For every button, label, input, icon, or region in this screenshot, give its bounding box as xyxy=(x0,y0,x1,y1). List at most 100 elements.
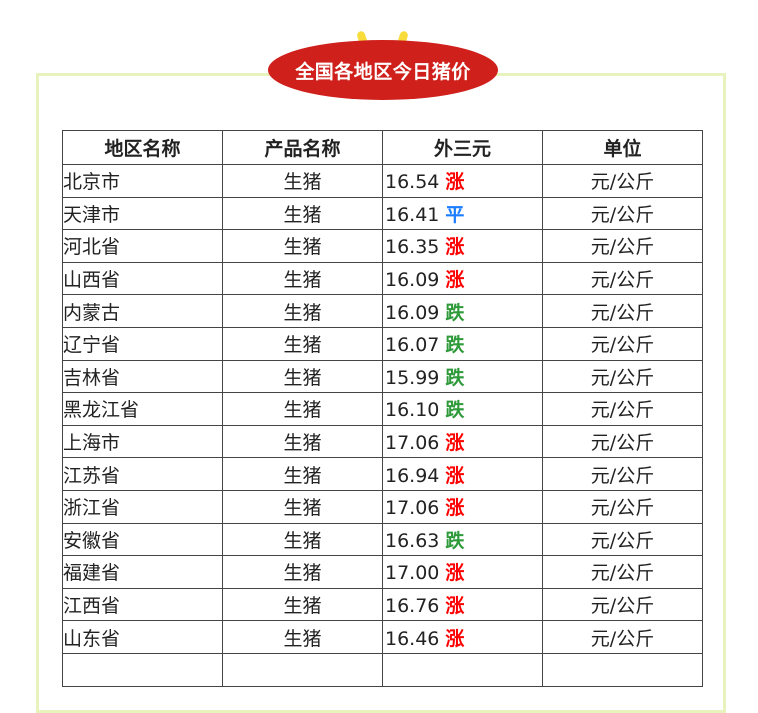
region-cell: 河北省 xyxy=(62,229,223,263)
unit-cell: 元/公斤 xyxy=(542,587,703,622)
unit-cell: 元/公斤 xyxy=(542,522,703,557)
trend-label: 平 xyxy=(445,203,465,226)
price-cell: 16.07 跌 xyxy=(382,326,543,361)
product-cell: 生猪 xyxy=(222,294,383,328)
unit-cell: 元/公斤 xyxy=(542,294,703,328)
trend-label: 涨 xyxy=(445,464,465,487)
region-cell: 天津市 xyxy=(62,196,223,231)
table-row: 河北省 生猪 16.35 涨元/公斤 xyxy=(62,229,703,263)
table-row: 黑龙江省 生猪 16.10 跌元/公斤 xyxy=(62,392,703,426)
price-value: 16.46 xyxy=(385,627,440,650)
table-row: 安徽省 生猪 16.63 跌元/公斤 xyxy=(62,522,703,557)
trend-label: 跌 xyxy=(445,529,465,552)
price-value: 16.10 xyxy=(385,399,440,422)
price-cell: 16.09 涨 xyxy=(382,261,543,296)
price-cell: 17.00 涨 xyxy=(382,555,543,589)
trend-label: 涨 xyxy=(445,269,465,292)
table-header-row: 地区名称 产品名称 外三元 单位 xyxy=(62,130,703,165)
region-cell: 上海市 xyxy=(62,424,223,459)
unit-cell: 元/公斤 xyxy=(542,555,703,589)
unit-cell: 元/公斤 xyxy=(542,359,703,394)
trend-label: 涨 xyxy=(445,236,465,259)
table-row: 上海市 生猪 17.06 涨元/公斤 xyxy=(62,424,703,459)
price-value: 15.99 xyxy=(385,366,440,389)
unit-cell: 元/公斤 xyxy=(542,261,703,296)
region-cell: 福建省 xyxy=(62,555,223,589)
table-row: 内蒙古 生猪 16.09 跌元/公斤 xyxy=(62,294,703,328)
price-value: 17.06 xyxy=(385,432,440,455)
unit-cell: 元/公斤 xyxy=(542,489,703,524)
product-cell: 生猪 xyxy=(222,261,383,296)
price-value: 17.00 xyxy=(385,562,440,585)
region-cell: 吉林省 xyxy=(62,359,223,394)
price-cell: 16.10 跌 xyxy=(382,392,543,426)
trend-label: 涨 xyxy=(445,595,465,618)
price-table: 地区名称 产品名称 外三元 单位 北京市 生猪 16.54 涨元/公斤 天津市 生猪 16.… xyxy=(62,130,703,687)
header-product: 产品名称 xyxy=(222,130,383,165)
price-cell: 17.06 涨 xyxy=(382,489,543,524)
price-value: 16.54 xyxy=(385,171,440,194)
unit-cell: 元/公斤 xyxy=(542,164,703,198)
product-cell: 生猪 xyxy=(222,620,383,654)
header-region: 地区名称 xyxy=(62,130,223,165)
product-cell: 生猪 xyxy=(222,555,383,589)
trend-label: 跌 xyxy=(445,301,465,324)
unit-cell: 元/公斤 xyxy=(542,229,703,263)
trend-label: 涨 xyxy=(445,432,465,455)
product-cell: 生猪 xyxy=(222,587,383,622)
table-row: 福建省 生猪 17.00 涨元/公斤 xyxy=(62,555,703,589)
product-cell: 生猪 xyxy=(222,229,383,263)
region-cell: 北京市 xyxy=(62,164,223,198)
price-value: 16.76 xyxy=(385,595,440,618)
price-cell: 16.94 涨 xyxy=(382,457,543,491)
table-row: 山东省 生猪 16.46 涨 元/公斤 xyxy=(62,620,703,654)
region-cell: 安徽省 xyxy=(62,522,223,557)
unit-cell: 元/公斤 xyxy=(542,457,703,491)
region-cell: 浙江省 xyxy=(62,489,223,524)
unit-cell: 元/公斤 xyxy=(542,196,703,231)
product-cell: 生猪 xyxy=(222,359,383,394)
table-row: 江西省 生猪 16.76 涨元/公斤 xyxy=(62,587,703,622)
price-cell: 16.76 涨 xyxy=(382,587,543,622)
product-cell: 生猪 xyxy=(222,196,383,231)
product-cell: 生猪 xyxy=(222,424,383,459)
price-cell: 16.09 跌 xyxy=(382,294,543,328)
region-cell: 内蒙古 xyxy=(62,294,223,328)
trend-label: 涨 xyxy=(445,627,465,650)
region-cell: 江西省 xyxy=(62,587,223,622)
region-cell: 辽宁省 xyxy=(62,326,223,361)
region-cell: 山东省 xyxy=(62,620,223,654)
unit-cell: 元/公斤 xyxy=(542,424,703,459)
price-cell: 16.35 涨 xyxy=(382,229,543,263)
region-cell: 黑龙江省 xyxy=(62,392,223,426)
price-value: 16.35 xyxy=(385,236,440,259)
price-cell: 17.06 涨 xyxy=(382,424,543,459)
price-cell: 16.63 跌 xyxy=(382,522,543,557)
trend-label: 涨 xyxy=(445,497,465,520)
product-cell: 生猪 xyxy=(222,457,383,491)
price-value: 16.41 xyxy=(385,203,440,226)
trend-label: 涨 xyxy=(445,171,465,194)
header-unit: 单位 xyxy=(542,130,703,165)
region-cell: 江苏省 xyxy=(62,457,223,491)
price-cell: 15.99 跌 xyxy=(382,359,543,394)
price-value: 16.63 xyxy=(385,529,440,552)
table-row: 山西省 生猪 16.09 涨元/公斤 xyxy=(62,261,703,296)
product-cell: 生猪 xyxy=(222,164,383,198)
product-cell: 生猪 xyxy=(222,522,383,557)
price-value: 16.09 xyxy=(385,269,440,292)
table-row: 辽宁省 生猪 16.07 跌元/公斤 xyxy=(62,326,703,361)
price-value: 17.06 xyxy=(385,497,440,520)
trend-label: 涨 xyxy=(445,562,465,585)
header-price: 外三元 xyxy=(382,130,543,165)
unit-cell: 元/公斤 xyxy=(542,620,703,654)
price-cell: 16.54 涨 xyxy=(382,164,543,198)
price-value: 16.07 xyxy=(385,334,440,357)
trend-label: 跌 xyxy=(445,399,465,422)
table-row: 天津市 生猪 16.41 平 元/公斤 xyxy=(62,196,703,231)
table-row: 吉林省 生猪 15.99 跌元/公斤 xyxy=(62,359,703,394)
price-value: 16.94 xyxy=(385,464,440,487)
product-cell: 生猪 xyxy=(222,392,383,426)
region-cell: 山西省 xyxy=(62,261,223,296)
trend-label: 跌 xyxy=(445,334,465,357)
